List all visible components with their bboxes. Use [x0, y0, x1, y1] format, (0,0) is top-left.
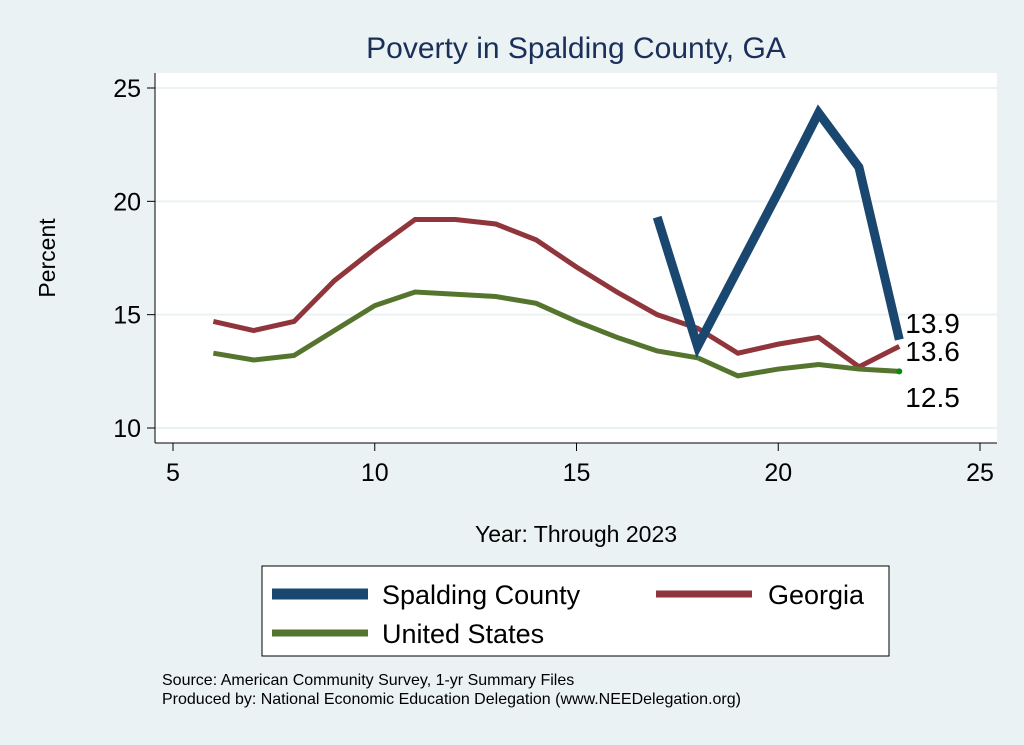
legend-label: Georgia [768, 580, 865, 610]
end-marker [896, 368, 903, 375]
end-label-georgia: 13.6 [905, 336, 960, 367]
end-label-spalding: 13.9 [905, 308, 960, 339]
x-tick-label: 25 [966, 459, 994, 487]
y-tick-label: 15 [113, 302, 141, 330]
plot-area [155, 73, 997, 443]
x-tick-label: 20 [764, 459, 792, 487]
legend-label: Spalding County [382, 580, 581, 610]
producer-note: Produced by: National Economic Education… [162, 691, 741, 708]
x-tick-label: 5 [166, 459, 180, 487]
series-line-georgia [212, 216, 901, 370]
legend-box [261, 565, 890, 657]
source-note: Source: American Community Survey, 1-yr … [162, 672, 575, 689]
end-label-us: 12.5 [905, 382, 960, 413]
legend-label: United States [382, 619, 544, 649]
y-axis-label: Percent [34, 218, 60, 298]
x-tick-label: 10 [361, 459, 389, 487]
series-line-united-states [212, 289, 900, 379]
chart-title: Poverty in Spalding County, GA [366, 32, 786, 65]
y-tick-label: 20 [113, 188, 141, 216]
y-tick-label: 10 [113, 415, 141, 443]
x-axis-label: Year: Through 2023 [475, 521, 677, 547]
x-tick-label: 15 [563, 459, 591, 487]
series-line-spalding-county [652, 104, 904, 359]
y-tick-label: 25 [113, 75, 141, 103]
